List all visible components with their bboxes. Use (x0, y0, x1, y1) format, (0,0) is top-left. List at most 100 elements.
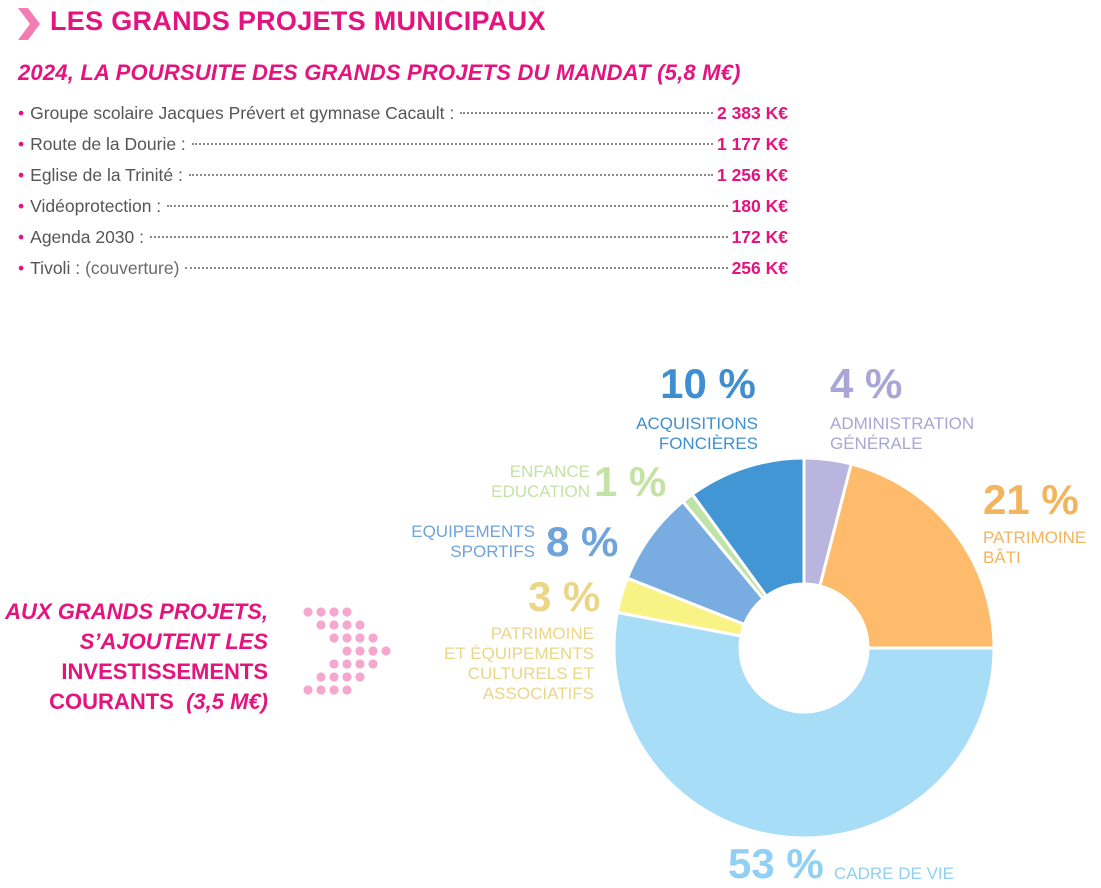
category-line: ACQUISITIONS (636, 414, 758, 433)
dot (355, 672, 365, 682)
list-item: • Eglise de la Trinité : 1 256 K€ (18, 165, 788, 196)
pct-label: 21 % (983, 476, 1079, 523)
donut-slice (612, 610, 996, 840)
dot (368, 659, 378, 669)
category-line: ASSOCIATIFS (482, 684, 594, 703)
bullet: • (18, 134, 25, 154)
dot (329, 620, 339, 630)
bullet: • (18, 227, 25, 247)
dotted-leader (185, 267, 728, 269)
project-note: (couverture) (85, 258, 180, 278)
category-line: BÂTI (983, 548, 1021, 567)
dot (368, 646, 378, 656)
dotted-leader (167, 205, 728, 207)
dot (329, 607, 339, 617)
dot (355, 633, 365, 643)
page-title: LES GRANDS PROJETS MUNICIPAUX (50, 6, 546, 36)
category-line: ET ÉQUIPEMENTS (444, 644, 594, 663)
page-subtitle: 2024, LA POURSUITE DES GRANDS PROJETS DU… (18, 60, 741, 85)
dot (355, 620, 365, 630)
project-name: Tivoli : (30, 258, 81, 278)
dotted-leader (150, 236, 728, 238)
dot (329, 672, 339, 682)
category-line: ENFANCE (509, 462, 590, 481)
dot (303, 685, 313, 695)
side-caption: AUX GRANDS PROJETS, S’AJOUTENT LES INVES… (0, 597, 268, 717)
dot (355, 659, 365, 669)
category-label: ADMINISTRATION GÉNÉRALE (830, 414, 974, 454)
category-line: PATRIMOINE (490, 624, 594, 643)
dot (316, 607, 326, 617)
project-amount: 2 383 K€ (716, 103, 788, 123)
dot (355, 646, 365, 656)
category-label: ENFANCE EDUCATION (440, 462, 590, 502)
category-line: PATRIMOINE (983, 528, 1087, 547)
dotted-leader (460, 112, 713, 114)
project-name: Vidéoprotection : (30, 196, 162, 216)
dot (329, 633, 339, 643)
chevron-right-icon (18, 8, 40, 40)
project-amount: 1 177 K€ (716, 134, 788, 154)
dotted-chevron-icon (303, 607, 391, 695)
list-item: • Vidéoprotection : 180 K€ (18, 196, 788, 227)
donut-slice (818, 462, 996, 650)
donut-slice (690, 456, 806, 599)
category-label: PATRIMOINE ET ÉQUIPEMENTS CULTURELS ET A… (400, 624, 594, 704)
slice-label-acquisitions: 10 % (658, 360, 758, 408)
dot (342, 646, 352, 656)
dot (303, 607, 313, 617)
dot (316, 672, 326, 682)
project-amount: 172 K€ (731, 227, 788, 247)
project-amount: 180 K€ (731, 196, 788, 216)
bullet: • (18, 103, 25, 123)
category-line: SPORTIFS (450, 542, 535, 561)
side-caption-amount: (3,5 M€) (186, 689, 268, 714)
pct-label: 53 % (728, 840, 824, 887)
project-name: Route de la Dourie : (30, 134, 186, 154)
dot (381, 646, 391, 656)
category-label: CADRE DE VIE (834, 864, 954, 883)
pct-label: 8 % (546, 518, 619, 565)
project-list: • Groupe scolaire Jacques Prévert et gym… (18, 103, 788, 289)
side-caption-line-4: COURANTS (3,5 M€) (0, 687, 268, 717)
list-item: • Tivoli : (couverture) 256 K€ (18, 258, 788, 289)
list-item: • Agenda 2030 : 172 K€ (18, 227, 788, 258)
dot (316, 685, 326, 695)
dot (342, 672, 352, 682)
category-line: GÉNÉRALE (830, 434, 923, 453)
category-line: CULTURELS ET (467, 664, 594, 683)
dot (342, 659, 352, 669)
pct-label: 1 % (594, 458, 667, 505)
dot (316, 620, 326, 630)
side-caption-line: S’AJOUTENT LES (79, 629, 268, 654)
bullet: • (18, 165, 25, 185)
category-line: FONCIÈRES (658, 434, 758, 453)
bullet: • (18, 196, 25, 216)
list-item: • Route de la Dourie : 1 177 K€ (18, 134, 788, 165)
dot (368, 633, 378, 643)
pct-label: 10 % (660, 360, 756, 407)
project-name: Agenda 2030 : (30, 227, 144, 247)
category-line: EQUIPEMENTS (411, 522, 535, 541)
side-caption-line: AUX GRANDS PROJETS, (5, 599, 268, 624)
dot (342, 685, 352, 695)
dotted-leader (191, 143, 713, 145)
dot (342, 620, 352, 630)
category-label: PATRIMOINE BÂTI (983, 528, 1086, 568)
category-line: EDUCATION (491, 482, 590, 501)
category-label: ACQUISITIONS FONCIÈRES (600, 414, 758, 454)
dot (342, 607, 352, 617)
project-amount: 1 256 K€ (716, 165, 788, 185)
project-name: Eglise de la Trinité : (30, 165, 183, 185)
pct-label: 3 % (528, 573, 601, 620)
category-label: EQUIPEMENTS SPORTIFS (380, 522, 535, 562)
bullet: • (18, 258, 25, 278)
dot (329, 685, 339, 695)
dotted-leader (188, 174, 713, 176)
category-line: ADMINISTRATION (830, 414, 975, 433)
dot (329, 659, 339, 669)
list-item: • Groupe scolaire Jacques Prévert et gym… (18, 103, 788, 134)
project-amount: 256 K€ (731, 258, 788, 278)
side-caption-line: INVESTISSEMENTS (61, 659, 268, 684)
